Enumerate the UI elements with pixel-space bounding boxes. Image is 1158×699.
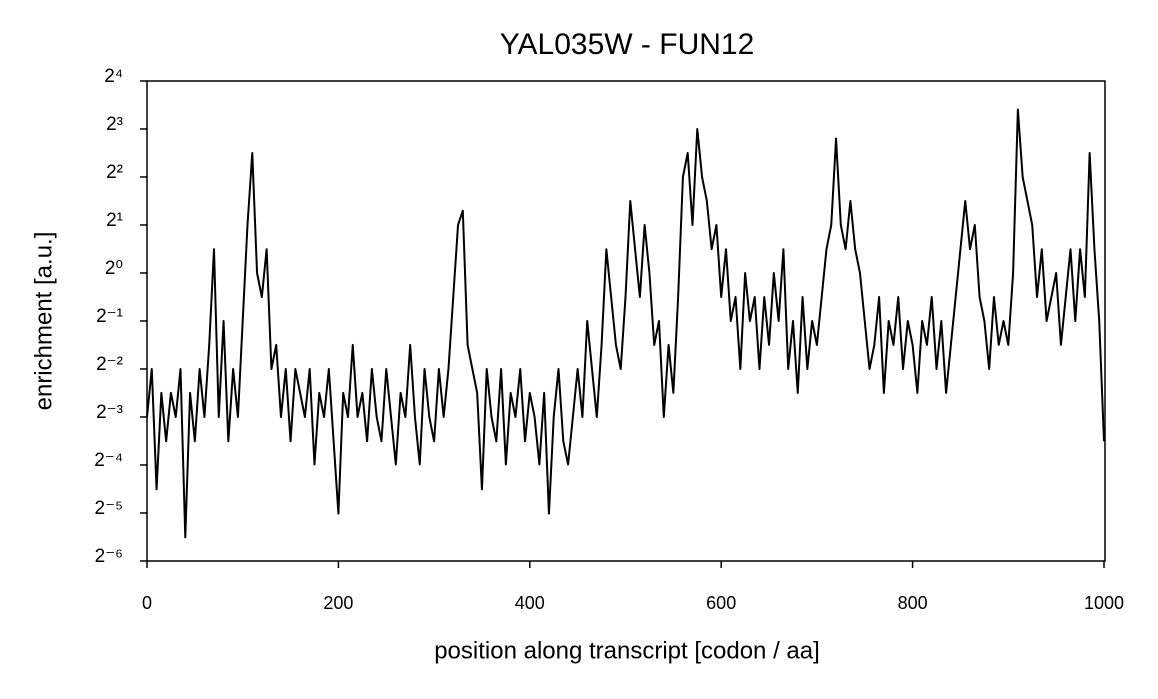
y-tick-label: 2² <box>106 162 123 183</box>
y-tick-label: 2⁻⁴ <box>94 450 123 471</box>
plot-frame <box>146 80 1106 562</box>
data-line <box>146 108 1105 539</box>
y-tick-label: 2⁻² <box>96 354 123 375</box>
x-tick-label: 600 <box>706 593 736 613</box>
x-tick-label: 400 <box>515 593 545 613</box>
y-tick-label: 2¹ <box>106 210 123 231</box>
y-tick-label: 2⁻³ <box>96 402 123 423</box>
y-axis-label: enrichment [a.u.] <box>30 232 57 411</box>
y-tick-label: 2³ <box>106 114 123 135</box>
x-tick-label: 1000 <box>1084 593 1124 613</box>
x-tick-label: 200 <box>323 593 353 613</box>
x-tick-label: 800 <box>898 593 928 613</box>
x-axis-label: position along transcript [codon / aa] <box>434 637 820 664</box>
chart-title: YAL035W - FUN12 <box>500 28 755 61</box>
y-tick-label: 2⁻¹ <box>96 306 123 327</box>
x-tick-label: 0 <box>142 593 152 613</box>
y-tick-label: 2⁻⁶ <box>95 546 123 567</box>
y-tick-label: 2⁴ <box>104 66 123 87</box>
y-tick-label: 2⁻⁵ <box>95 498 123 519</box>
y-tick-label: 2⁰ <box>105 258 123 279</box>
